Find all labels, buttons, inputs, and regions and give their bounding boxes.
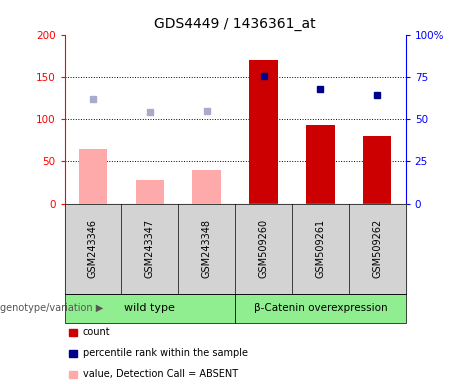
- Text: value, Detection Call = ABSENT: value, Detection Call = ABSENT: [83, 369, 238, 379]
- Text: GSM509260: GSM509260: [259, 219, 269, 278]
- Bar: [193, 170, 221, 204]
- Bar: [136, 180, 164, 204]
- Text: β-Catenin overexpression: β-Catenin overexpression: [254, 303, 387, 313]
- Bar: [249, 60, 278, 204]
- Text: count: count: [83, 327, 111, 337]
- Text: genotype/variation ▶: genotype/variation ▶: [0, 303, 103, 313]
- Text: GSM509261: GSM509261: [315, 219, 325, 278]
- Bar: [79, 149, 107, 204]
- Text: percentile rank within the sample: percentile rank within the sample: [83, 348, 248, 358]
- Text: GSM243348: GSM243348: [201, 219, 212, 278]
- Text: GSM509262: GSM509262: [372, 219, 382, 278]
- Text: GSM243347: GSM243347: [145, 219, 155, 278]
- Bar: [306, 125, 335, 204]
- Bar: [363, 136, 391, 204]
- Text: wild type: wild type: [124, 303, 175, 313]
- Text: GSM243346: GSM243346: [88, 219, 98, 278]
- Title: GDS4449 / 1436361_at: GDS4449 / 1436361_at: [154, 17, 316, 31]
